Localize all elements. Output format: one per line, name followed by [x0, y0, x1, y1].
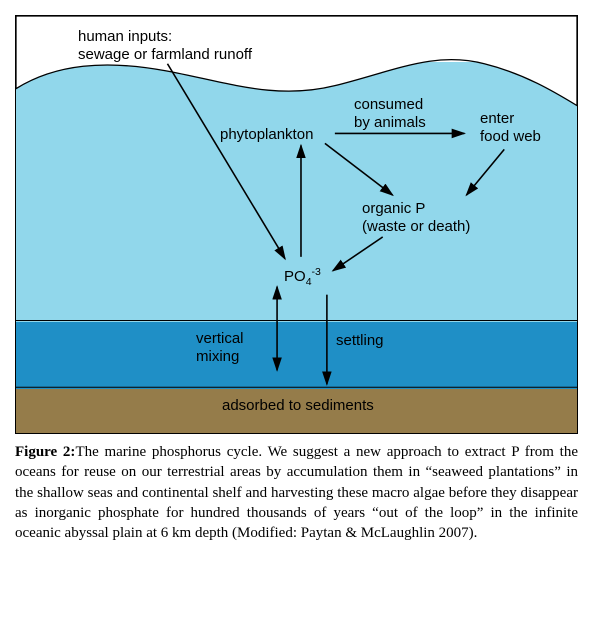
label-enter-food-web: enter food web — [480, 110, 541, 146]
label-adsorbed-to-sediments: adsorbed to sediments — [222, 397, 374, 415]
label-consumed-by-animals: consumed by animals — [354, 96, 426, 132]
figure-caption: Figure 2:The marine phosphorus cycle. We… — [15, 442, 578, 543]
deep-water-layer — [16, 322, 577, 389]
caption-text: The marine phosphorus cycle. We suggest … — [15, 444, 578, 541]
label-settling: settling — [336, 332, 384, 350]
label-po4: PO4-3 — [284, 266, 321, 289]
label-organic-p: organic P (waste or death) — [362, 200, 470, 236]
label-phytoplankton: phytoplankton — [220, 126, 313, 144]
label-vertical-mixing: vertical mixing — [196, 330, 244, 366]
figure-label: Figure 2: — [15, 444, 75, 460]
marine-phosphorus-cycle-diagram: human inputs: sewage or farmland runoff … — [15, 15, 578, 434]
label-human-inputs: human inputs: sewage or farmland runoff — [78, 28, 252, 64]
